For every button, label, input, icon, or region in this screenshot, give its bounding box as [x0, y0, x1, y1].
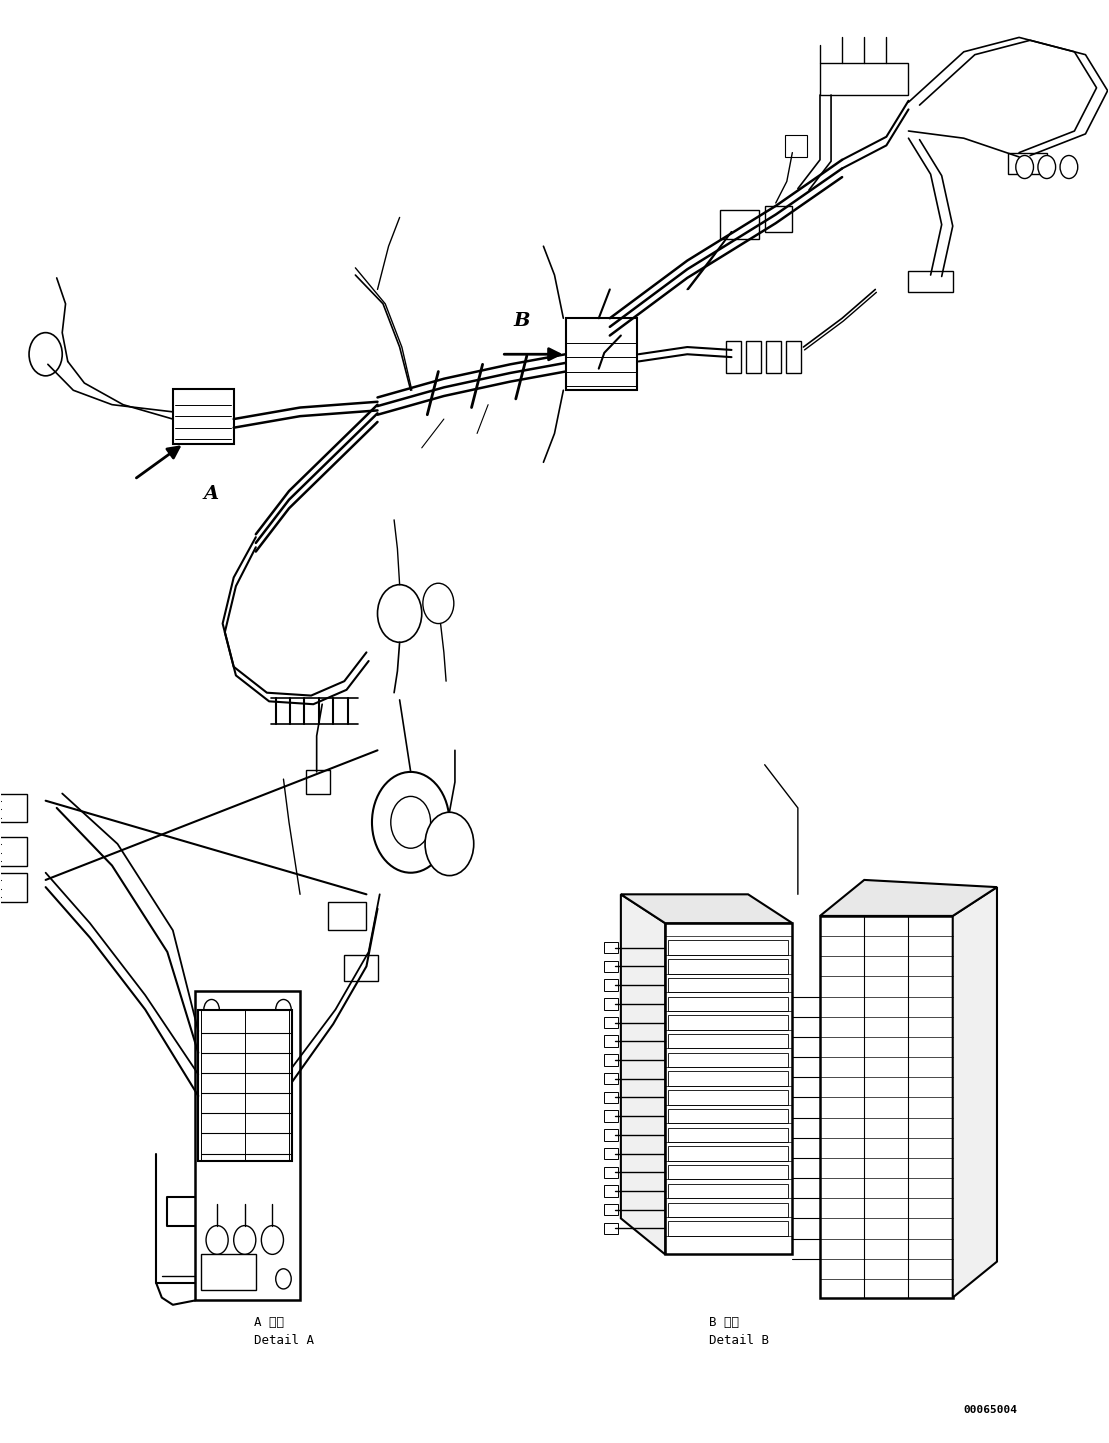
Bar: [604, 1036, 618, 1048]
Circle shape: [262, 1225, 284, 1254]
Bar: [195, 991, 301, 1300]
Bar: [604, 1222, 618, 1234]
Polygon shape: [953, 887, 997, 1297]
Bar: [199, 1010, 293, 1160]
Bar: [604, 1147, 618, 1159]
Bar: [669, 1091, 787, 1104]
Circle shape: [390, 797, 430, 848]
Bar: [785, 342, 801, 372]
Circle shape: [276, 1268, 292, 1289]
Bar: [566, 319, 638, 390]
Bar: [669, 1053, 787, 1068]
Bar: [604, 1110, 618, 1121]
Circle shape: [29, 333, 62, 375]
Circle shape: [204, 1000, 220, 1020]
Bar: [669, 1183, 787, 1198]
Bar: [669, 1072, 787, 1087]
Text: B: B: [513, 312, 530, 330]
Circle shape: [372, 772, 449, 873]
Bar: [1008, 153, 1047, 175]
Bar: [604, 980, 618, 991]
Bar: [669, 1016, 787, 1030]
Bar: [669, 1127, 787, 1141]
Bar: [0, 837, 27, 866]
Bar: [604, 1055, 618, 1066]
Circle shape: [276, 1000, 292, 1020]
Bar: [784, 136, 806, 157]
Bar: [604, 961, 618, 973]
Bar: [669, 1221, 787, 1235]
Circle shape: [234, 1225, 256, 1254]
Text: A 詳細: A 詳細: [254, 1316, 284, 1329]
Circle shape: [204, 1268, 220, 1289]
Bar: [0, 794, 27, 823]
Bar: [908, 271, 953, 293]
Circle shape: [1038, 156, 1056, 179]
Bar: [604, 1203, 618, 1215]
Bar: [669, 1108, 787, 1123]
Circle shape: [1016, 156, 1034, 179]
Text: B 詳細: B 詳細: [710, 1316, 740, 1329]
Bar: [604, 942, 618, 954]
Bar: [665, 924, 792, 1254]
Bar: [604, 1074, 618, 1085]
Text: Detail A: Detail A: [254, 1335, 314, 1348]
Bar: [604, 1128, 618, 1140]
Bar: [669, 1165, 787, 1179]
Bar: [669, 997, 787, 1012]
Bar: [820, 916, 953, 1297]
Circle shape: [423, 583, 454, 623]
Bar: [820, 63, 908, 95]
Bar: [201, 1254, 256, 1290]
Bar: [721, 211, 760, 240]
Bar: [328, 902, 366, 931]
Bar: [604, 1185, 618, 1196]
Bar: [669, 978, 787, 993]
Bar: [604, 1166, 618, 1177]
Circle shape: [425, 812, 474, 876]
Bar: [604, 1017, 618, 1029]
Text: A: A: [204, 485, 220, 504]
Bar: [669, 941, 787, 955]
Bar: [669, 960, 787, 974]
Bar: [669, 1035, 787, 1049]
Bar: [669, 1146, 787, 1160]
Bar: [173, 388, 234, 443]
Bar: [766, 342, 781, 372]
Polygon shape: [621, 895, 665, 1254]
Bar: [306, 771, 330, 794]
Bar: [344, 955, 377, 981]
Text: Detail B: Detail B: [710, 1335, 770, 1348]
Circle shape: [1060, 156, 1078, 179]
Bar: [726, 342, 742, 372]
Circle shape: [377, 584, 421, 642]
Bar: [669, 1202, 787, 1216]
Polygon shape: [621, 895, 792, 924]
Bar: [604, 999, 618, 1010]
Text: 00065004: 00065004: [964, 1405, 1018, 1416]
Bar: [604, 1092, 618, 1102]
Bar: [746, 342, 762, 372]
Polygon shape: [820, 880, 997, 916]
Bar: [765, 206, 792, 232]
Bar: [0, 873, 27, 902]
Circle shape: [206, 1225, 228, 1254]
